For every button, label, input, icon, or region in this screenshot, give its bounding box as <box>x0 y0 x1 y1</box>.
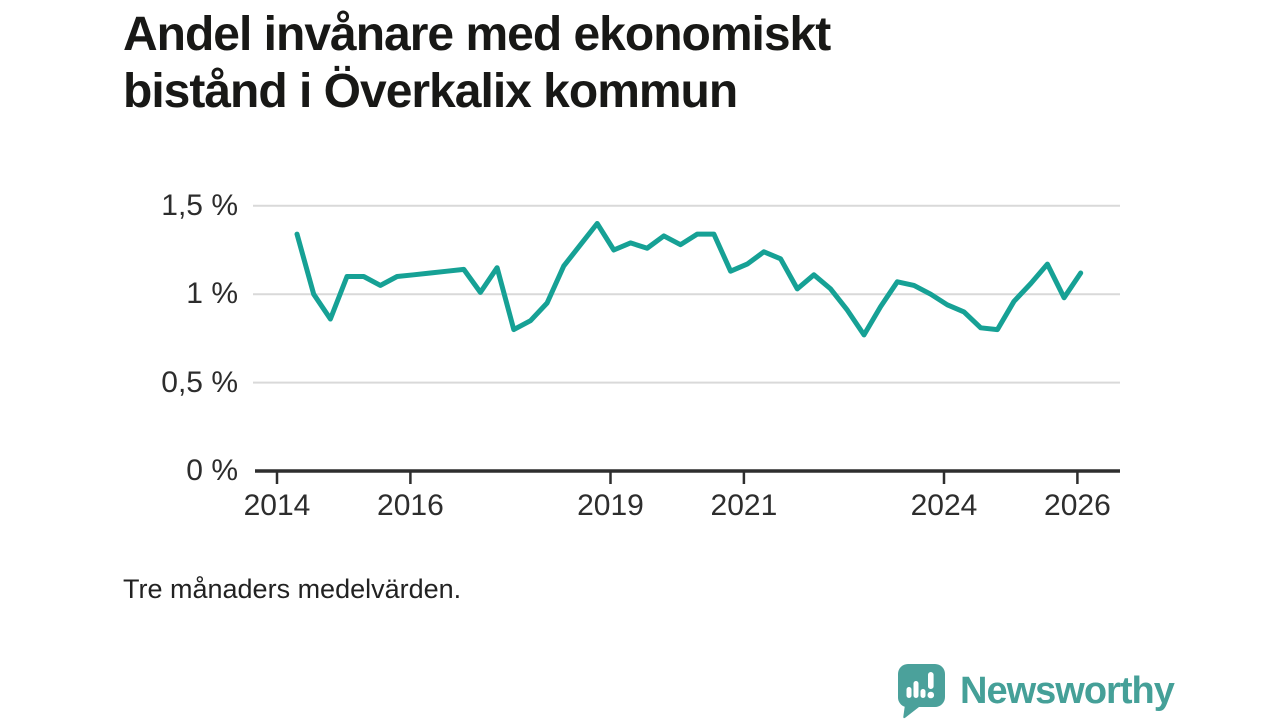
y-axis-tick-label: 0,5 % <box>161 365 238 399</box>
x-axis-tick-label: 2014 <box>243 489 311 522</box>
newsworthy-wordmark: Newsworthy <box>960 670 1175 712</box>
chart-title: Andel invånare med ekonomiskt bistånd i … <box>123 6 1023 120</box>
data-series-line <box>294 221 1084 338</box>
chart-title-line-1: Andel invånare med ekonomiskt <box>123 8 831 61</box>
x-axis-tick-label: 2021 <box>710 489 778 522</box>
footnote: Tre månaders medelvärden. <box>123 574 462 604</box>
newsworthy-logo: Newsworthy <box>897 663 1175 719</box>
y-axis-tick-label: 1 % <box>186 277 238 311</box>
y-axis-tick-label: 0 % <box>186 454 238 487</box>
bar-chart-speech-bubble-icon <box>897 664 945 719</box>
x-axis-tick-label: 2016 <box>377 489 444 522</box>
y-axis-tick-label: 1,5 % <box>161 188 238 222</box>
x-axis-tick-label: 2019 <box>577 489 644 522</box>
x-axis-tick-label: 2026 <box>1044 489 1111 522</box>
x-axis-tick-label: 2024 <box>910 489 978 522</box>
chart-title-line-2: bistånd i Överkalix kommun <box>123 65 738 118</box>
